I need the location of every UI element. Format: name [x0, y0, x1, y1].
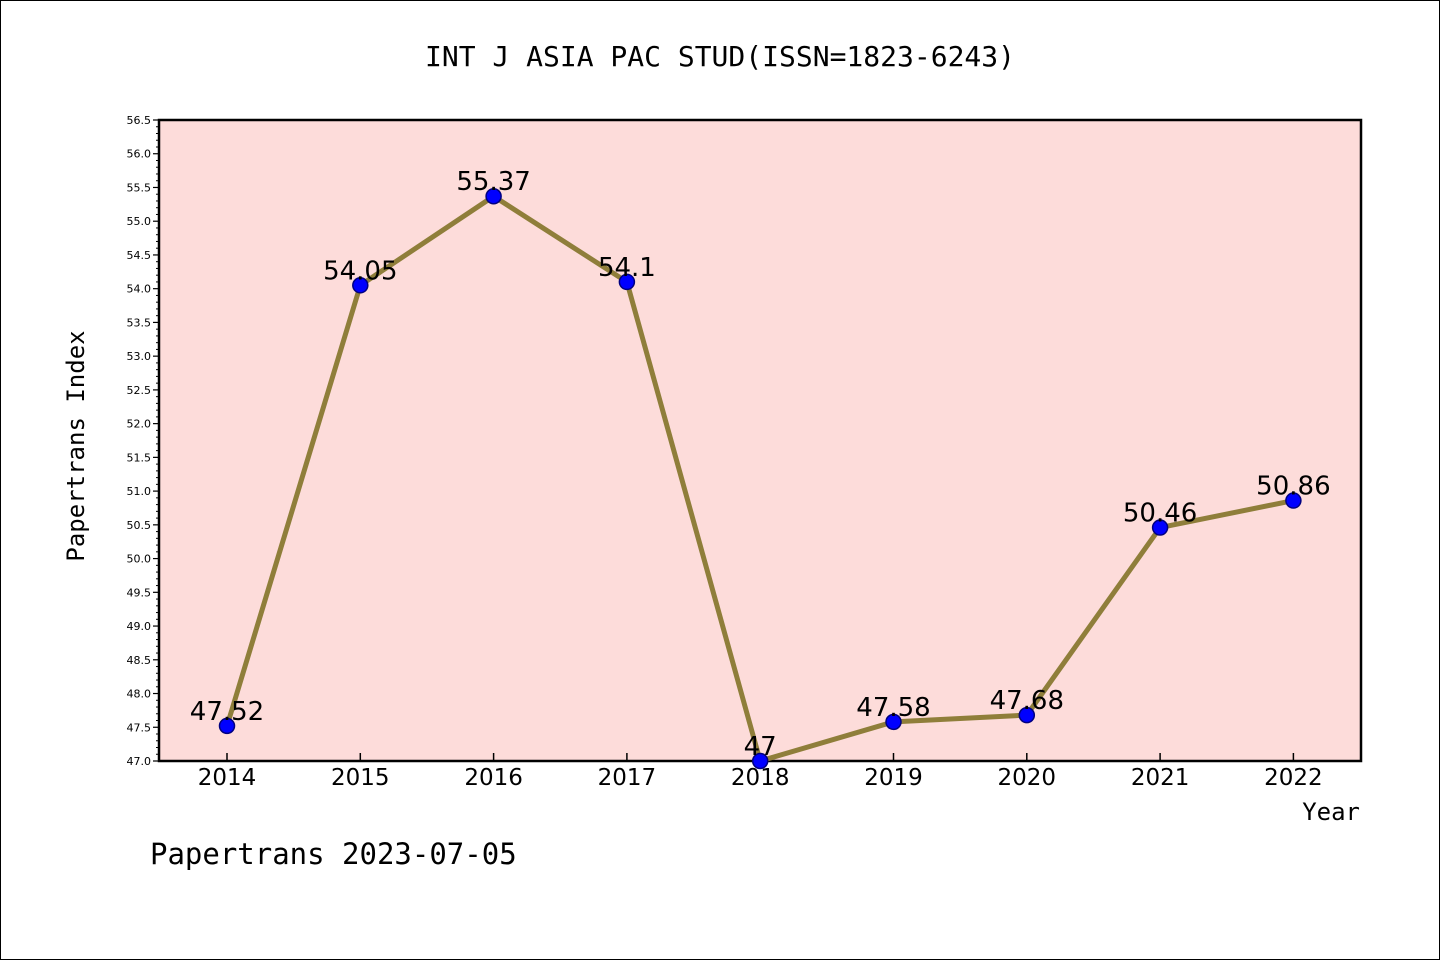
- y-tick-label: 54.5: [127, 249, 152, 262]
- y-tick-label: 52.5: [127, 384, 152, 397]
- x-tick-label: 2014: [198, 765, 257, 791]
- data-label: 47.52: [190, 697, 264, 727]
- y-tick-label: 49.0: [127, 620, 152, 633]
- y-tick-label: 52.0: [127, 418, 152, 431]
- data-label: 47: [744, 732, 777, 762]
- data-markers: [218, 187, 1302, 770]
- x-tick-label: 2019: [864, 765, 923, 791]
- y-tick-label: 56.0: [127, 148, 152, 161]
- data-point[interactable]: [218, 717, 236, 735]
- y-tick-label: 48.0: [127, 688, 152, 701]
- data-label: 54.1: [598, 253, 656, 283]
- x-axis-label: Year: [1302, 798, 1360, 826]
- x-tick-label: 2022: [1264, 765, 1323, 791]
- x-tick-label: 2017: [598, 765, 657, 791]
- data-point[interactable]: [751, 752, 769, 770]
- x-tick-label: 2021: [1131, 765, 1190, 791]
- y-axis: 47.0 47.5 48.0 48.5 49.0 49.5 50.0 50.5 51.0 51.5…: [127, 114, 159, 768]
- data-label: 54.05: [323, 256, 397, 286]
- footer-note: Papertrans 2023-07-05: [150, 837, 517, 871]
- data-label: 50.86: [1256, 472, 1330, 502]
- x-tick-label: 2018: [731, 765, 790, 791]
- y-tick-label: 51.5: [127, 451, 152, 464]
- data-label: 55.37: [456, 167, 530, 197]
- y-tick-label: 50.5: [127, 519, 152, 532]
- y-tick-label: 54.0: [127, 283, 152, 296]
- data-point[interactable]: [1018, 706, 1036, 724]
- data-point[interactable]: [618, 273, 636, 291]
- y-tick-label: 55.5: [127, 181, 152, 194]
- data-point[interactable]: [885, 713, 902, 731]
- y-tick-label: 53.5: [127, 316, 152, 329]
- x-tick-label: 2020: [998, 765, 1057, 791]
- data-point[interactable]: [352, 277, 369, 294]
- x-tick-label: 2016: [464, 765, 523, 791]
- data-label: 50.46: [1123, 499, 1197, 529]
- y-tick-label: 48.5: [127, 654, 152, 667]
- y-tick-label: 51.0: [127, 485, 152, 498]
- data-point[interactable]: [485, 187, 502, 205]
- y-tick-label: 47.0: [127, 755, 152, 768]
- y-tick-label: 49.5: [127, 586, 152, 599]
- plot-area: [157, 118, 1363, 763]
- data-point[interactable]: [1285, 492, 1302, 509]
- x-tick-label: 2015: [331, 765, 390, 791]
- data-labels: 47.52 54.05 55.37 54.1 47 47.58 47.68 50.46 50.8…: [190, 167, 1331, 762]
- y-tick-label: 53.0: [127, 350, 152, 363]
- data-label: 47.58: [856, 693, 930, 723]
- data-point[interactable]: [1151, 519, 1169, 536]
- y-tick-label: 56.5: [127, 114, 152, 127]
- y-tick-label: 50.0: [127, 553, 152, 566]
- y-tick-label: 47.5: [127, 721, 152, 734]
- chart-title: INT J ASIA PAC STUD(ISSN=1823-6243): [425, 40, 1015, 73]
- x-axis: 2014 2015 2016 2017 2018 2019 2020 2021 2022: [198, 753, 1323, 791]
- data-label: 47.68: [990, 686, 1064, 716]
- y-tick-label: 55.0: [127, 215, 152, 228]
- y-axis-label: Papertrans Index: [62, 330, 90, 561]
